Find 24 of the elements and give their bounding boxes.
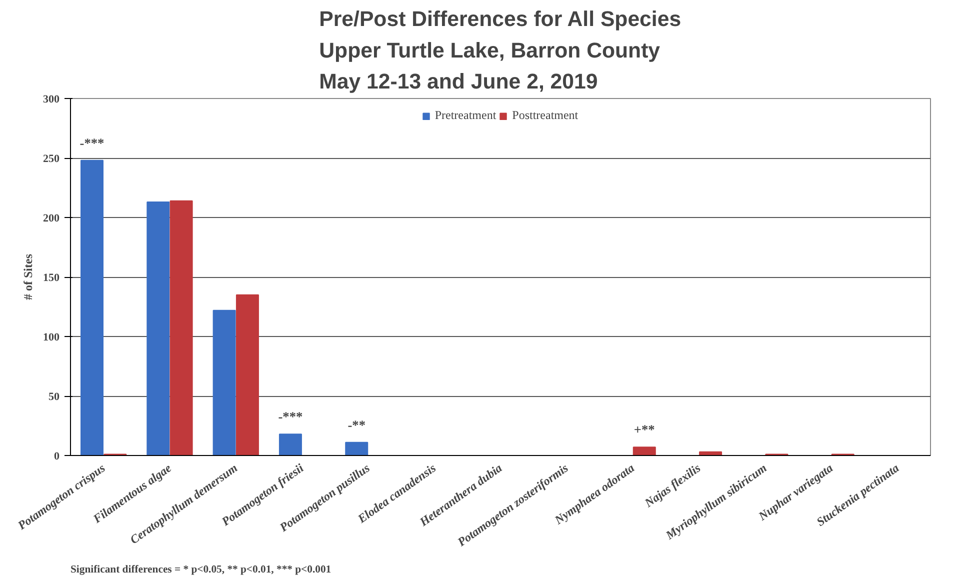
annotation: -*** xyxy=(80,135,105,150)
annotation: +** xyxy=(634,422,656,438)
bar xyxy=(236,294,259,456)
y-tick-label: 150 xyxy=(43,272,60,284)
y-tick-label: 200 xyxy=(43,212,60,224)
y-tick-label: 0 xyxy=(54,450,60,462)
annotation: -** xyxy=(348,417,366,432)
chart-title: Pre/Post Differences for All Species Upper Turtle Lake, Barron County May 12-13 and June 2, 2019 xyxy=(319,7,682,94)
bar xyxy=(345,442,368,456)
bar xyxy=(212,310,236,456)
y-tick-label: 100 xyxy=(43,332,60,344)
text: Significant differences = * p<0.05, ** p<0.01, *** p<0.001 xyxy=(70,564,332,576)
y-axis-title: # of Sites xyxy=(21,254,35,300)
bar xyxy=(632,446,656,456)
y-tick-label: 300 xyxy=(43,94,60,106)
bar xyxy=(80,160,104,456)
annotation: -*** xyxy=(278,409,304,424)
legend-label: Pretreatment xyxy=(434,108,496,123)
bar xyxy=(146,202,170,456)
bar xyxy=(278,434,302,456)
bar xyxy=(170,200,193,456)
y-tick-label: 250 xyxy=(43,153,60,165)
legend-label: Posttreatment xyxy=(512,108,578,123)
y-tick-label: 50 xyxy=(48,391,60,403)
